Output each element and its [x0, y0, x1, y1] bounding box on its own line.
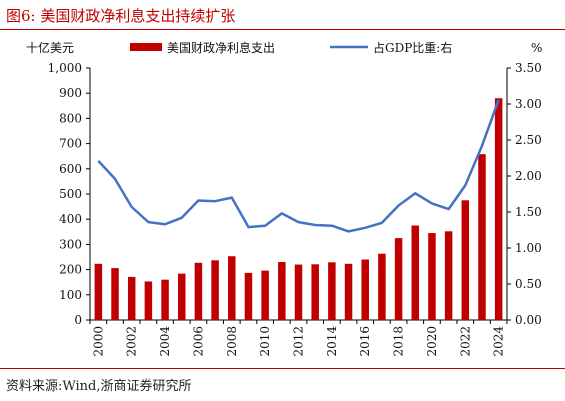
bar-2024 [494, 98, 503, 321]
x-tick-label: 2012 [292, 326, 306, 357]
chart-area: 0 100 200 300 400 500 600 700 800 900 1,000 0.00 0.5… [26, 40, 542, 357]
bar-2021 [444, 231, 453, 320]
right-tick-label: 2.50 [515, 133, 542, 147]
x-tick-label: 2000 [91, 326, 105, 357]
x-tick-label: 2010 [258, 326, 272, 357]
source-divider [0, 368, 565, 369]
x-tick-label: 2006 [191, 326, 205, 357]
x-tick-label: 2022 [458, 326, 472, 357]
source-note: 资料来源:Wind,浙商证券研究所 [6, 379, 192, 394]
right-tick-label: 1.50 [515, 205, 542, 219]
bar-2003 [144, 281, 153, 320]
left-axis-unit-label: 十亿美元 [26, 40, 74, 55]
bar-2015 [344, 263, 353, 320]
right-tick-label: 0.00 [515, 313, 542, 327]
x-tick-label: 2004 [158, 326, 172, 357]
bar-2023 [478, 154, 486, 320]
bar-2002 [127, 276, 136, 320]
bar-2014 [328, 262, 336, 320]
x-tick-label: 2014 [325, 326, 339, 357]
x-tick-label: 2018 [392, 326, 406, 357]
right-axis-unit-label: % [531, 41, 542, 55]
line-series [97, 99, 500, 233]
bar-series [94, 98, 503, 321]
left-tick-label: 1,000 [48, 61, 82, 75]
bar-2001 [111, 268, 119, 320]
bar-2022 [461, 200, 470, 320]
legend-swatch-bar [130, 43, 162, 51]
bar-2005 [177, 273, 186, 320]
right-tick-label: 3.50 [515, 61, 542, 75]
bar-2013 [311, 264, 319, 320]
left-tick-label: 300 [59, 237, 82, 251]
legend: 美国财政净利息支出 占GDP比重:右 [130, 40, 452, 55]
left-tick-label: 100 [59, 288, 82, 302]
bar-2006 [194, 262, 203, 320]
bar-2010 [261, 270, 269, 320]
left-tick-label: 500 [59, 187, 82, 201]
left-tick-label: 900 [59, 86, 82, 100]
gdp-ratio-line [97, 99, 500, 233]
figure-header: 图6: 美国财政净利息支出持续扩张 [0, 0, 565, 30]
left-tick-label: 200 [59, 263, 82, 277]
legend-label-bar: 美国财政净利息支出 [167, 40, 275, 55]
figure-title: 图6: 美国财政净利息支出持续扩张 [6, 7, 236, 25]
bar-2012 [294, 264, 303, 320]
x-tick-label: 2002 [125, 326, 139, 357]
right-tick-label: 3.00 [515, 97, 542, 111]
right-tick-label: 0.50 [515, 277, 542, 291]
bar-2011 [278, 262, 286, 320]
x-tick-label: 2008 [225, 326, 239, 357]
bar-2007 [211, 260, 219, 320]
left-tick-label: 600 [59, 162, 82, 176]
bar-2004 [161, 279, 169, 320]
x-tick-label: 2024 [492, 326, 506, 357]
bar-2009 [244, 272, 253, 320]
bar-2017 [378, 253, 386, 320]
x-tick-label: 2020 [425, 326, 439, 357]
bar-2016 [361, 259, 369, 320]
x-tick-label: 2016 [358, 326, 372, 357]
axes: 0 100 200 300 400 500 600 700 800 900 1,000 0.00 0.5… [48, 61, 542, 357]
bar-2018 [394, 238, 403, 320]
right-tick-label: 1.00 [515, 241, 542, 255]
left-tick-label: 700 [59, 137, 82, 151]
bar-2008 [228, 256, 236, 320]
legend-label-line: 占GDP比重:右 [373, 40, 452, 55]
left-tick-label: 0 [74, 313, 82, 327]
title-divider [0, 29, 565, 30]
right-tick-label: 2.00 [515, 169, 542, 183]
bar-2020 [428, 233, 436, 320]
bar-2000 [94, 263, 103, 320]
bar-2019 [411, 225, 420, 320]
left-tick-label: 400 [59, 212, 82, 226]
left-tick-label: 800 [59, 111, 82, 125]
